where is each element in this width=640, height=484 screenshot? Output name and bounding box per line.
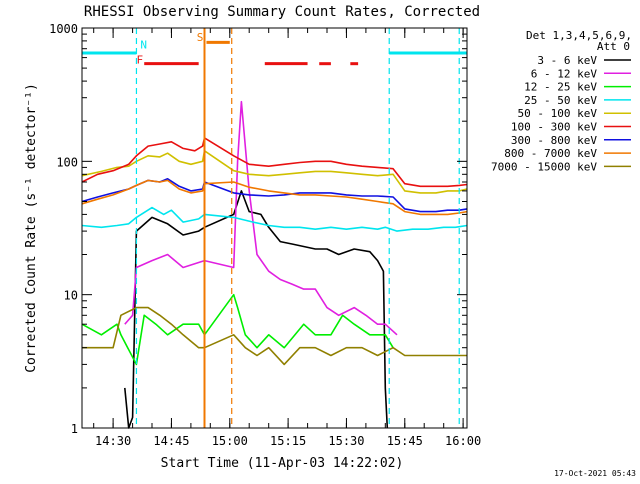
x-tick-label: 14:30 [95, 434, 131, 448]
series-line-12-25-kev [81, 293, 394, 366]
legend-item-label: 100 - 300 keV [511, 121, 597, 134]
x-axis-label: Start Time (11-Apr-03 14:22:02) [161, 456, 404, 471]
legend-item-label: 50 - 100 keV [518, 107, 598, 120]
y-tick-label: 100 [56, 155, 78, 169]
y-axis: 1 10 100 1000 [49, 22, 467, 436]
y-tick-label: 10 [64, 289, 78, 303]
legend-item-label: 7000 - 15000 keV [491, 160, 597, 173]
plot-frame [81, 27, 468, 429]
legend-item-label: 25 - 50 keV [524, 94, 597, 107]
series-line-25-50-kev [81, 206, 468, 232]
series-line-50-100-kev [81, 150, 468, 194]
series-line-800-7000-kev [81, 179, 468, 216]
legend-item-label: 300 - 800 keV [511, 134, 597, 147]
x-tick-label: 15:00 [212, 434, 248, 448]
legend-item-label: 12 - 25 keV [524, 81, 597, 94]
legend-header-line2: Att 0 [597, 40, 630, 53]
flag-label: S [197, 31, 204, 44]
y-axis-label: Corrected Count Rate (s⁻¹ detector⁻¹) [24, 83, 39, 373]
series-line-100-300-kev [81, 137, 468, 188]
y-tick-label: 1000 [49, 22, 78, 36]
x-tick-label: 15:15 [270, 434, 306, 448]
x-tick-label: 15:30 [328, 434, 364, 448]
chart-title: RHESSI Observing Summary Count Rates, Co… [84, 4, 480, 20]
legend-item-label: 6 - 12 keV [531, 67, 598, 80]
flag-label: F [136, 54, 143, 67]
legend-item-label: 800 - 7000 keV [504, 147, 597, 160]
series-line-3-6-kev [124, 190, 389, 429]
x-axis: 14:30 14:45 15:00 15:15 15:30 15:45 16:00 [93, 28, 481, 448]
flag-label: N [140, 39, 147, 52]
series-line-7000-15000-kev [82, 306, 467, 366]
x-tick-label: 15:45 [387, 434, 423, 448]
y-tick-label: 1 [71, 422, 78, 436]
legend-item-label: 3 - 6 keV [537, 54, 597, 67]
footer-timestamp: 17-Oct-2021 05:43 [554, 469, 636, 478]
legend-header-line1: Det 1,3,4,5,6,9, [526, 29, 632, 42]
x-tick-label: 16:00 [445, 434, 481, 448]
x-tick-label: 14:45 [153, 434, 189, 448]
series-line-6-12-kev [124, 100, 398, 336]
